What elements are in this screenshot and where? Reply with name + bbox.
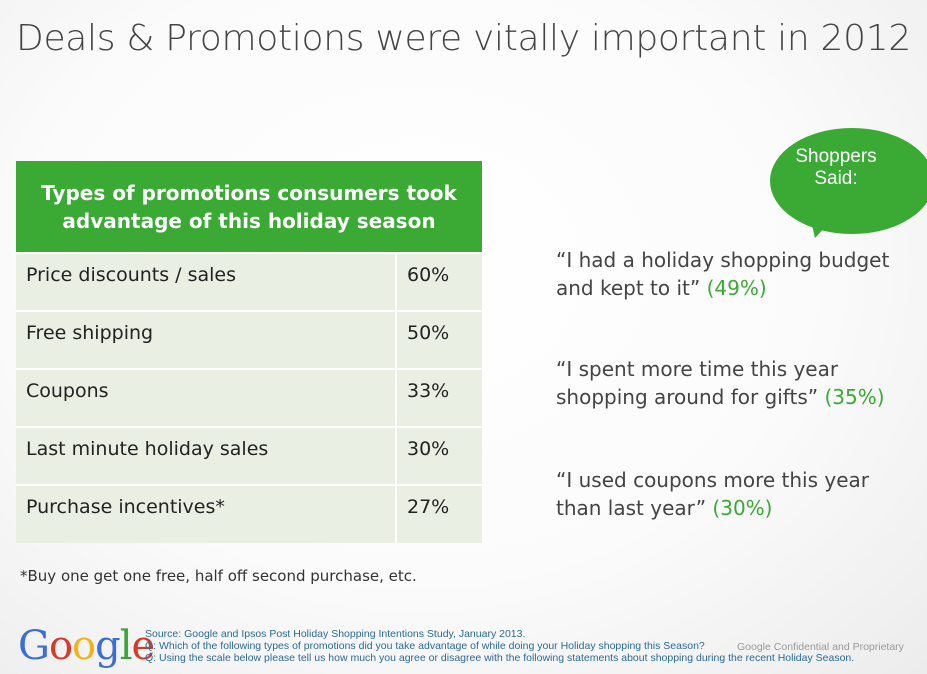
slide-title: Deals & Promotions were vitally importan…: [16, 18, 911, 59]
promotion-percent: 50%: [395, 310, 482, 369]
quote-3: “I used coupons more this year than last…: [556, 466, 916, 522]
quote-text: “I used coupons more this year than last…: [556, 468, 869, 520]
table-row: Last minute holiday sales 30%: [16, 426, 482, 485]
promotion-percent: 30%: [395, 426, 482, 485]
quote-percent: (49%): [706, 276, 767, 300]
table-header: Types of promotions consumers took advan…: [16, 161, 482, 253]
speech-bubble: Shoppers Said:: [770, 128, 927, 234]
promotion-label: Last minute holiday sales: [16, 426, 396, 485]
quote-text: “I spent more time this year shopping ar…: [556, 357, 839, 409]
quote-text: “I had a holiday shopping budget and kep…: [556, 248, 890, 300]
google-logo: Google: [18, 623, 155, 669]
question-1-line: Q: Which of the following types of promo…: [145, 640, 705, 652]
promotions-table: Types of promotions consumers took advan…: [16, 161, 482, 543]
promotion-label: Purchase incentives*: [16, 484, 396, 543]
table-footnote: *Buy one get one free, half off second p…: [20, 567, 417, 585]
table-row: Free shipping 50%: [16, 310, 482, 369]
promotion-percent: 27%: [395, 484, 482, 543]
question-2-line: Q: Using the scale below please tell us …: [145, 652, 855, 664]
promotion-percent: 33%: [395, 368, 482, 427]
promotion-label: Coupons: [16, 368, 396, 427]
table-row: Purchase incentives* 27%: [16, 484, 482, 543]
table-row: Price discounts / sales 60%: [16, 252, 482, 311]
promotion-label: Price discounts / sales: [16, 252, 396, 311]
speech-bubble-text: Shoppers Said:: [795, 146, 877, 189]
source-line: Source: Google and Ipsos Post Holiday Sh…: [145, 628, 526, 640]
quote-percent: (30%): [712, 496, 773, 520]
quote-1: “I had a holiday shopping budget and kep…: [556, 246, 916, 302]
promotion-percent: 60%: [395, 252, 482, 311]
confidential-label: Google Confidential and Proprietary: [737, 641, 904, 653]
quote-percent: (35%): [824, 385, 885, 409]
source-notes: Source: Google and Ipsos Post Holiday Sh…: [145, 628, 854, 664]
table-row: Coupons 33%: [16, 368, 482, 427]
quote-2: “I spent more time this year shopping ar…: [556, 355, 916, 411]
promotion-label: Free shipping: [16, 310, 396, 369]
